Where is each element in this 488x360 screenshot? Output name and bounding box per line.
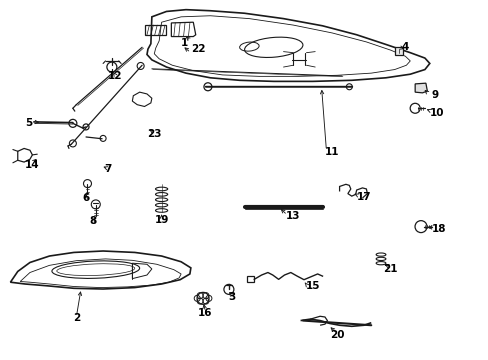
Text: 19: 19	[154, 215, 168, 225]
Text: 12: 12	[108, 71, 122, 81]
Text: 20: 20	[329, 330, 344, 340]
Text: 1: 1	[180, 38, 187, 48]
Text: 14: 14	[25, 159, 40, 170]
Text: 21: 21	[383, 264, 397, 274]
Text: 9: 9	[430, 90, 437, 100]
Text: 13: 13	[285, 211, 300, 221]
Polygon shape	[394, 47, 403, 55]
Text: 2: 2	[73, 313, 80, 323]
Text: 3: 3	[228, 292, 235, 302]
Text: 15: 15	[305, 281, 319, 291]
Polygon shape	[414, 83, 427, 93]
Text: 11: 11	[325, 147, 339, 157]
Text: 10: 10	[429, 108, 444, 118]
Text: 17: 17	[356, 192, 370, 202]
Text: 23: 23	[147, 129, 161, 139]
Text: 7: 7	[104, 164, 111, 174]
Text: 5: 5	[25, 118, 33, 128]
Text: 6: 6	[82, 193, 89, 203]
Text: 22: 22	[190, 44, 205, 54]
Text: 16: 16	[198, 308, 212, 318]
Text: 4: 4	[401, 42, 408, 52]
Text: 18: 18	[431, 224, 446, 234]
Text: 8: 8	[89, 216, 97, 226]
